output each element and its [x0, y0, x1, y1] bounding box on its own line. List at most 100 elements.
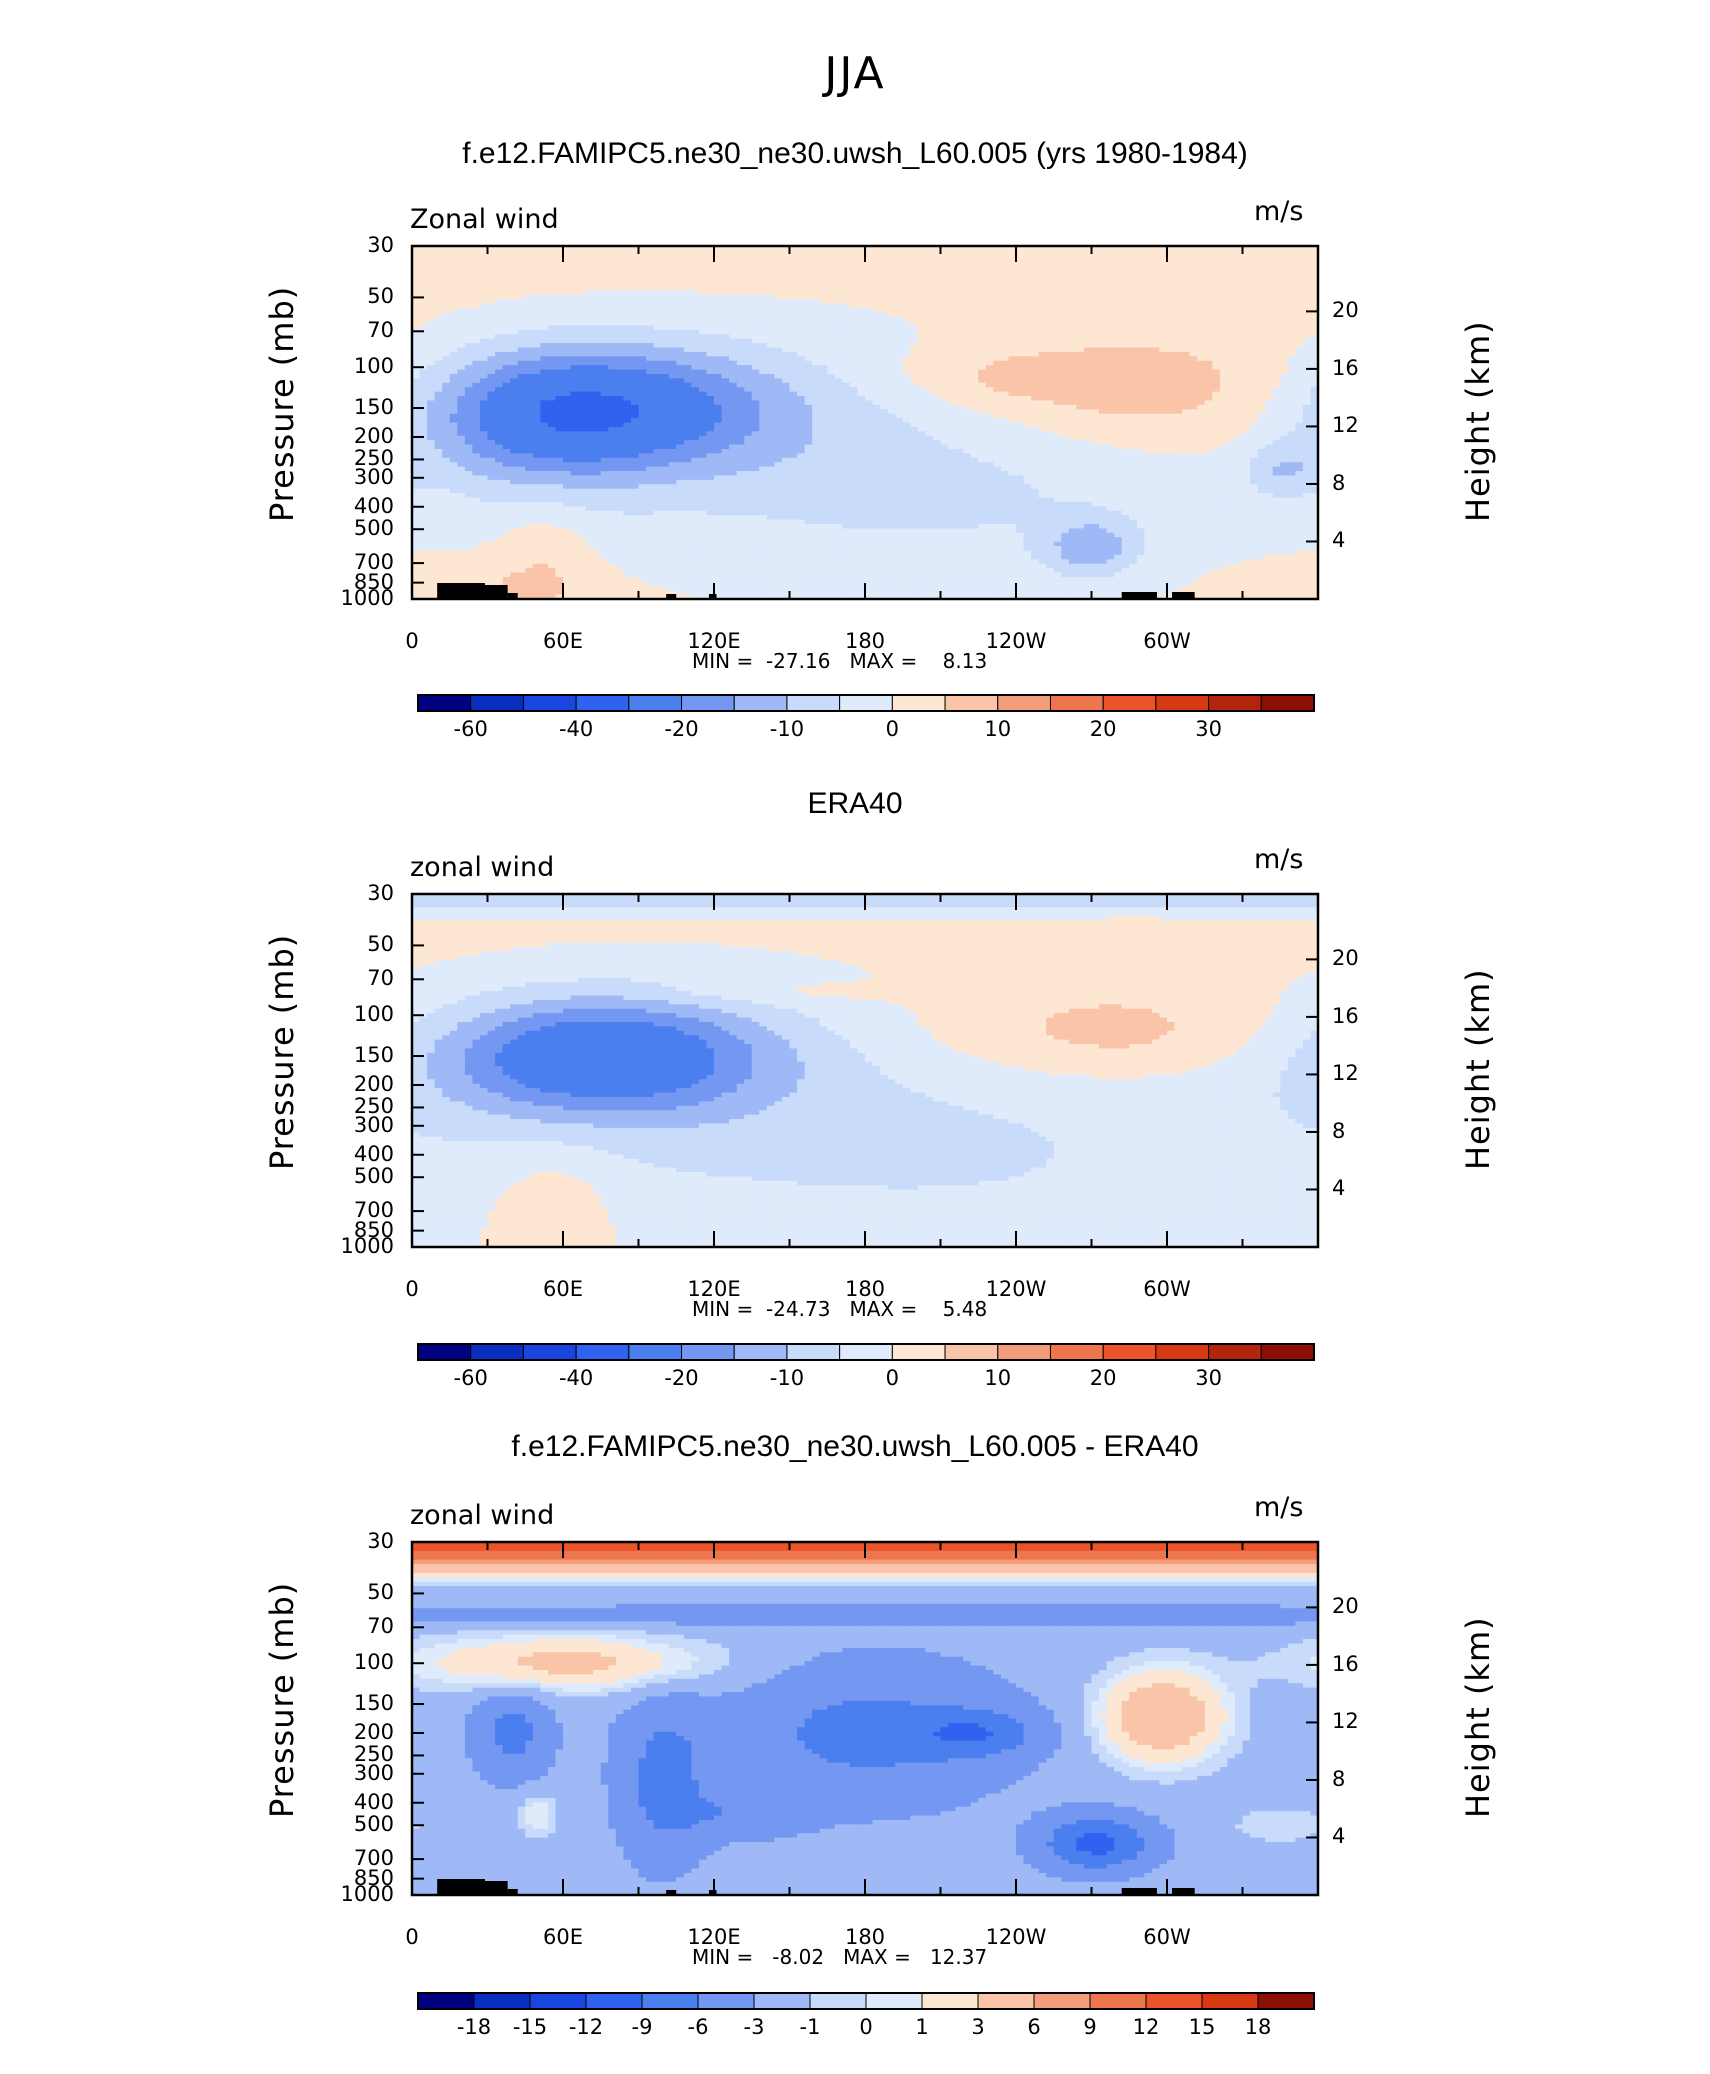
field-cell	[638, 303, 647, 309]
field-cell	[774, 347, 783, 353]
field-cell	[449, 426, 458, 432]
field-cell	[419, 281, 428, 287]
field-cell	[1053, 422, 1062, 428]
field-cell	[1242, 294, 1251, 300]
field-cell	[434, 334, 443, 340]
field-cell	[1250, 281, 1259, 287]
field-cell	[1167, 250, 1176, 256]
field-cell	[1182, 294, 1191, 300]
field-cell	[646, 373, 655, 379]
field-cell	[1280, 325, 1289, 331]
field-cell	[1250, 334, 1259, 340]
field-cell	[1287, 391, 1296, 397]
field-cell	[925, 387, 934, 393]
field-cell	[1197, 409, 1206, 415]
field-cell	[1204, 365, 1213, 371]
field-cell	[442, 413, 451, 419]
field-cell	[1295, 369, 1304, 375]
field-cell	[585, 268, 594, 274]
field-cell	[1114, 325, 1123, 331]
field-cell	[1295, 254, 1304, 260]
field-cell	[865, 382, 874, 388]
field-cell	[668, 294, 677, 300]
field-cell	[706, 303, 715, 309]
field-cell	[1310, 303, 1319, 309]
field-cell	[623, 307, 632, 313]
field-cell	[578, 321, 587, 327]
field-cell	[479, 307, 489, 313]
field-cell	[955, 404, 964, 410]
field-cell	[1250, 347, 1259, 353]
field-cell	[487, 281, 496, 287]
field-cell	[766, 321, 775, 327]
field-cell	[1031, 316, 1040, 322]
field-cell	[1167, 343, 1176, 349]
field-cell	[751, 303, 760, 309]
field-cell	[510, 259, 519, 265]
field-cell	[449, 303, 458, 309]
field-cell	[970, 413, 979, 419]
field-cell	[691, 334, 700, 340]
field-cell	[608, 272, 617, 278]
field-cell	[857, 298, 866, 304]
field-cell	[578, 400, 587, 406]
field-cell	[578, 391, 587, 397]
field-cell	[412, 263, 421, 269]
field-cell	[963, 307, 972, 313]
field-cell	[895, 351, 904, 357]
field-cell	[1189, 329, 1198, 335]
field-cell	[1038, 281, 1047, 287]
field-cell	[1023, 373, 1032, 379]
field-cell	[804, 347, 813, 353]
field-cell	[517, 400, 526, 406]
field-cell	[714, 369, 723, 375]
field-cell	[464, 263, 473, 269]
field-cell	[457, 259, 466, 265]
field-cell	[963, 329, 972, 335]
field-cell	[827, 418, 836, 424]
field-cell	[540, 378, 549, 384]
field-cell	[1167, 418, 1176, 424]
field-cell	[517, 316, 526, 322]
field-cell	[1038, 382, 1047, 388]
field-cell	[419, 276, 428, 282]
field-cell	[1068, 347, 1077, 353]
field-cell	[774, 365, 783, 371]
field-cell	[1061, 378, 1070, 384]
field-cell	[917, 281, 926, 287]
field-cell	[419, 347, 428, 353]
field-cell	[1008, 321, 1017, 327]
field-cell	[1174, 347, 1183, 353]
field-cell	[1031, 294, 1040, 300]
field-cell	[721, 360, 730, 366]
field-cell	[615, 413, 624, 419]
field-cell	[1046, 373, 1055, 379]
field-cell	[600, 413, 609, 419]
field-cell	[479, 290, 489, 296]
field-cell	[819, 334, 828, 340]
field-cell	[412, 351, 421, 357]
field-cell	[563, 365, 572, 371]
field-cell	[1031, 378, 1040, 384]
field-cell	[457, 347, 466, 353]
field-cell	[1038, 413, 1047, 419]
field-cell	[1310, 298, 1319, 304]
field-cell	[1121, 400, 1130, 406]
field-cell	[676, 413, 685, 419]
field-cell	[540, 276, 549, 282]
field-cell	[1046, 422, 1055, 428]
field-cell	[985, 351, 994, 357]
field-cell	[948, 307, 957, 313]
field-cell	[1302, 360, 1312, 366]
field-cell	[1212, 246, 1221, 252]
field-cell	[1212, 396, 1221, 402]
field-cell	[510, 387, 519, 393]
field-cell	[525, 382, 534, 388]
field-cell	[623, 365, 632, 371]
field-cell	[412, 396, 421, 402]
field-cell	[1280, 298, 1289, 304]
field-cell	[1144, 400, 1153, 406]
field-cell	[849, 272, 859, 278]
field-cell	[781, 426, 791, 432]
field-cell	[887, 298, 896, 304]
